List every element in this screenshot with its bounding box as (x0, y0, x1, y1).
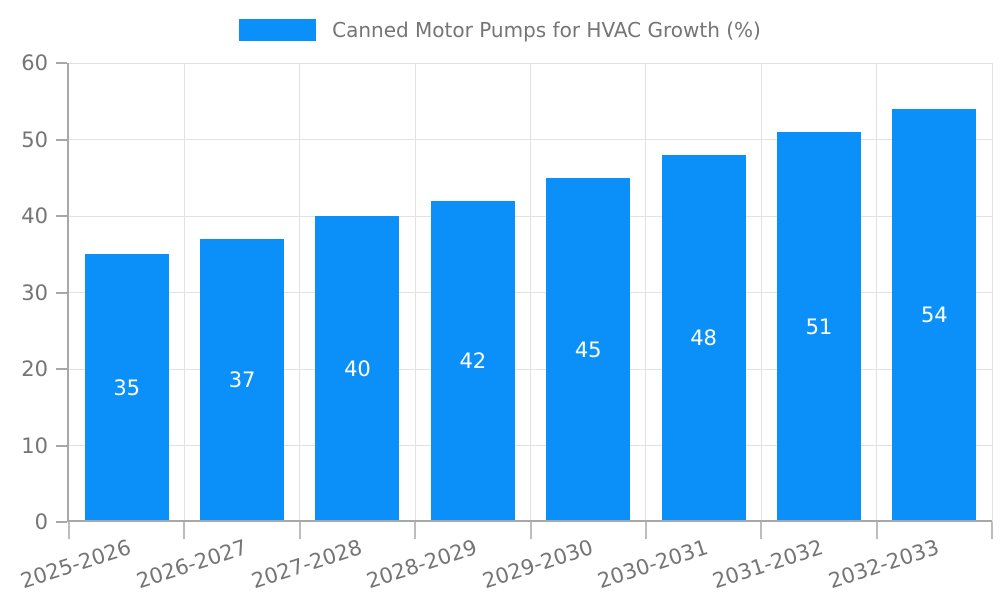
v-gridline (876, 63, 878, 522)
y-tick-label: 20 (21, 357, 48, 381)
x-tick (68, 522, 70, 539)
v-gridline (991, 63, 993, 522)
legend-label: Canned Motor Pumps for HVAC Growth (%) (332, 18, 761, 42)
x-tick-label: 2030-2031 (594, 535, 711, 594)
bar-value-label: 42 (459, 349, 487, 374)
y-tick-label: 50 (21, 127, 48, 152)
legend-swatch (239, 19, 317, 41)
bar (84, 254, 169, 522)
bar-value-label: 40 (344, 357, 371, 381)
x-tick (414, 522, 417, 539)
y-tick (56, 138, 67, 141)
y-tick-label: 0 (34, 510, 48, 534)
y-tick (56, 521, 67, 523)
bar-value-label: 45 (574, 337, 602, 362)
y-axis-line (67, 63, 69, 522)
bar (892, 108, 977, 522)
y-tick-label: 30 (21, 280, 48, 305)
x-tick (644, 522, 647, 539)
x-tick-label: 2027-2028 (248, 535, 365, 594)
x-tick (183, 522, 186, 539)
y-tick (56, 444, 67, 447)
y-tick-label: 60 (21, 51, 48, 75)
bar (430, 200, 515, 522)
bar (315, 216, 400, 522)
v-gridline (760, 63, 762, 522)
bar-value-label: 37 (228, 368, 256, 393)
bar-value-label: 48 (690, 326, 717, 351)
y-tick (56, 62, 67, 64)
plot-area: 35 2025-2026 37 2026-2027 40 2027-2028 42 2028-… (18, 51, 993, 593)
y-tick-label: 10 (21, 433, 48, 458)
v-gridline (183, 63, 185, 522)
x-tick-label: 2032-2033 (825, 535, 942, 594)
bar (661, 154, 746, 522)
bar-value-label: 35 (113, 376, 141, 401)
v-gridline (530, 63, 531, 522)
bar (546, 177, 631, 522)
bar (200, 238, 285, 522)
x-tick (875, 522, 878, 539)
x-axis-line (69, 520, 992, 522)
x-tick (991, 522, 993, 539)
x-tick-label: 2025-2026 (17, 535, 135, 594)
x-tick-label: 2029-2030 (479, 535, 596, 594)
x-tick-label: 2026-2027 (133, 535, 250, 594)
v-gridline (414, 63, 416, 522)
x-tick-label: 2031-2032 (710, 535, 827, 594)
x-tick (760, 522, 763, 539)
bar-value-label: 51 (805, 314, 833, 339)
x-tick (529, 522, 532, 539)
y-tick (56, 215, 67, 217)
v-gridline (299, 63, 301, 522)
bar-value-label: 54 (920, 303, 948, 328)
y-tick (56, 368, 67, 370)
y-tick-label: 40 (21, 204, 48, 228)
y-tick (56, 291, 67, 294)
x-tick-label: 2028-2029 (363, 535, 481, 594)
x-tick (298, 522, 301, 539)
bar (776, 131, 861, 522)
v-gridline (645, 63, 647, 522)
legend: Canned Motor Pumps for HVAC Growth (%) (0, 18, 1000, 42)
